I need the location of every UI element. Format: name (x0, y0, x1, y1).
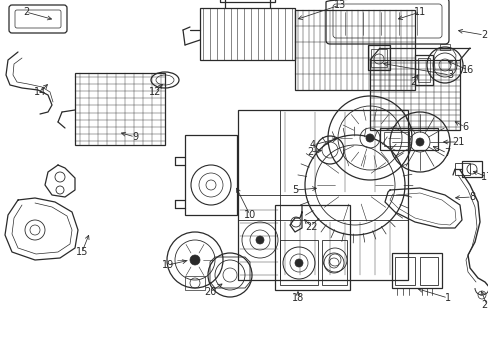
Bar (238, 110, 407, 280)
Text: 2: 2 (480, 30, 486, 40)
Bar (294, 10, 414, 90)
Bar (454, 163, 469, 175)
Text: 1: 1 (444, 293, 450, 303)
Bar (370, 49, 386, 67)
Text: 2: 2 (306, 147, 312, 157)
Text: 10: 10 (244, 210, 256, 220)
Text: 9: 9 (132, 132, 138, 142)
Text: 18: 18 (291, 293, 304, 303)
Text: 20: 20 (203, 287, 216, 297)
Bar (414, 55, 432, 85)
Bar (383, 132, 408, 146)
Bar (367, 45, 389, 70)
Text: 14: 14 (34, 87, 46, 97)
Bar (391, 253, 441, 288)
Text: 3: 3 (446, 70, 452, 80)
Text: 16: 16 (461, 65, 473, 75)
Text: 22: 22 (305, 222, 318, 232)
Circle shape (365, 134, 373, 142)
Bar (439, 44, 449, 50)
Text: 5: 5 (291, 185, 298, 195)
Circle shape (294, 259, 303, 267)
Text: 2: 2 (409, 77, 415, 87)
Text: 19: 19 (162, 260, 174, 270)
Text: 17: 17 (480, 172, 488, 182)
Text: 15: 15 (76, 247, 88, 257)
Bar (75, 73, 164, 145)
Text: 12: 12 (148, 87, 161, 97)
Bar (394, 257, 414, 285)
Bar (280, 240, 317, 285)
Bar (220, 0, 274, 2)
Text: 7: 7 (443, 148, 449, 158)
Bar (379, 128, 437, 150)
Bar (417, 58, 429, 82)
Text: 11: 11 (413, 7, 425, 17)
Text: 21: 21 (451, 137, 463, 147)
Bar (369, 60, 459, 130)
Bar (200, 8, 294, 60)
Circle shape (256, 236, 264, 244)
Bar (321, 240, 346, 285)
Text: 8: 8 (468, 192, 474, 202)
Circle shape (415, 138, 423, 146)
Bar (184, 135, 237, 215)
Bar (274, 205, 349, 290)
Text: 13: 13 (333, 0, 346, 10)
Text: 6: 6 (461, 122, 467, 132)
Text: 2: 2 (23, 7, 29, 17)
Bar (419, 257, 437, 285)
Text: 4: 4 (309, 140, 315, 150)
Circle shape (190, 255, 200, 265)
Text: 25: 25 (480, 300, 488, 310)
Bar (184, 276, 204, 290)
Bar (461, 161, 481, 177)
